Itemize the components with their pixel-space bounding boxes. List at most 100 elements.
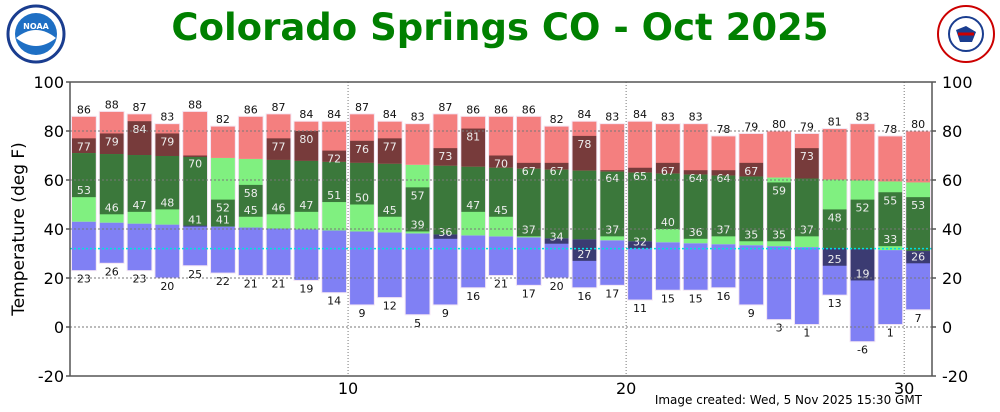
observed-above-normal-bar — [460, 128, 486, 167]
day-bar-outline — [682, 123, 709, 291]
record-high-range-bar — [822, 128, 848, 180]
observed-high-label: 67 — [522, 165, 536, 178]
record-low-range-bar — [154, 224, 180, 278]
observed-high-label: 58 — [244, 187, 258, 200]
day-bar-outline — [404, 123, 431, 316]
record-high-label: 84 — [383, 108, 397, 121]
record-high-label: 83 — [411, 111, 425, 124]
record-low-label: -6 — [857, 344, 868, 357]
record-low-range-bar — [655, 242, 681, 291]
observed-normal-bar — [905, 197, 931, 252]
observed-normal-bar — [266, 159, 291, 215]
record-high-range-bar — [683, 123, 709, 175]
record-high-range-bar — [905, 131, 931, 183]
record-low-label: 25 — [188, 268, 202, 281]
observed-normal-bar — [154, 155, 180, 210]
observed-normal-bar — [405, 187, 430, 232]
record-low-range-bar — [432, 234, 458, 305]
observed-below-normal-bar — [544, 238, 570, 244]
observed-above-normal-bar — [516, 162, 542, 169]
record-high-label: 83 — [855, 111, 869, 124]
record-low-range-bar — [210, 226, 236, 274]
observed-low-label: 37 — [716, 223, 730, 236]
observed-high-label: 77 — [383, 140, 397, 153]
observed-low-label: 45 — [383, 204, 397, 217]
observed-low-label: 33 — [883, 233, 897, 246]
observed-high-label: 55 — [883, 194, 897, 207]
observed-low-label: 47 — [299, 199, 313, 212]
observed-high-label: 77 — [77, 140, 91, 153]
y-tick-label-left: 80 — [44, 122, 64, 141]
observed-normal-bar — [432, 165, 458, 235]
observed-below-normal-bar — [627, 241, 653, 249]
observed-high-label: 78 — [577, 138, 591, 151]
observed-high-label: 70 — [494, 158, 508, 171]
observed-below-normal-bar — [850, 249, 875, 281]
observed-high-label: 65 — [633, 170, 647, 183]
y-tick-label-right: 20 — [942, 269, 962, 288]
record-high-range-bar — [405, 123, 430, 165]
observed-normal-bar — [210, 199, 236, 227]
day-bar-outline — [654, 123, 681, 291]
record-low-label: 17 — [522, 287, 536, 300]
record-high-label: 78 — [716, 123, 730, 136]
observed-low-label: 41 — [188, 214, 202, 227]
observed-high-label: 76 — [355, 143, 369, 156]
record-high-label: 83 — [605, 111, 619, 124]
day-bar-outline — [627, 120, 653, 301]
record-low-range-bar — [794, 247, 820, 325]
observed-above-normal-bar — [266, 138, 291, 160]
observed-high-label: 64 — [689, 172, 703, 185]
observed-normal-bar — [544, 169, 570, 239]
day-bar-outline — [821, 128, 848, 296]
record-low-label: 22 — [216, 275, 230, 288]
record-high-range-bar — [766, 131, 792, 178]
nws-logo — [937, 5, 995, 63]
observed-above-normal-bar — [627, 167, 653, 173]
observed-below-normal-bar — [432, 234, 458, 239]
observed-high-label: 64 — [605, 172, 619, 185]
y-tick-label-left: -20 — [38, 367, 64, 386]
y-tick-label-right: 100 — [942, 73, 973, 92]
observed-below-normal-bar — [905, 251, 931, 264]
record-low-label: 3 — [776, 322, 783, 335]
observed-above-normal-bar — [738, 162, 764, 177]
observed-low-label: 36 — [438, 226, 452, 239]
observed-high-label: 79 — [160, 135, 174, 148]
observed-above-normal-bar — [683, 170, 709, 175]
observed-normal-bar — [71, 153, 97, 198]
record-low-label: 20 — [160, 280, 174, 293]
observed-normal-bar — [738, 176, 764, 242]
record-low-label: 23 — [77, 273, 91, 286]
record-high-label: 83 — [160, 111, 174, 124]
record-high-label: 80 — [772, 118, 786, 131]
record-high-label: 82 — [550, 113, 564, 126]
record-high-label: 86 — [494, 103, 508, 116]
observed-above-normal-bar — [377, 138, 403, 164]
day-bar-outline — [98, 110, 125, 264]
day-bar-outline — [237, 115, 264, 277]
record-low-label: 19 — [299, 282, 313, 295]
day-bar-outline — [376, 120, 403, 299]
record-low-range-bar — [377, 232, 403, 298]
observed-low-label: 45 — [244, 204, 258, 217]
record-high-range-bar — [877, 135, 903, 182]
record-low-range-bar — [127, 223, 152, 271]
observed-normal-bar — [711, 175, 736, 237]
y-tick-label-right: 0 — [942, 318, 952, 337]
record-high-label: 81 — [828, 116, 842, 129]
observed-normal-bar — [377, 163, 403, 217]
observed-normal-bar — [655, 173, 681, 229]
day-bar-outline — [710, 135, 737, 289]
record-high-range-bar — [627, 121, 653, 173]
observed-low-label: 51 — [327, 189, 341, 202]
observed-above-normal-bar — [71, 138, 97, 154]
record-low-label: 21 — [494, 278, 508, 291]
observed-above-normal-bar — [572, 135, 597, 171]
observed-above-normal-bar — [655, 162, 681, 174]
record-low-label: 21 — [272, 278, 286, 291]
day-bar-outline — [543, 125, 570, 279]
day-bar-outline — [488, 115, 514, 277]
